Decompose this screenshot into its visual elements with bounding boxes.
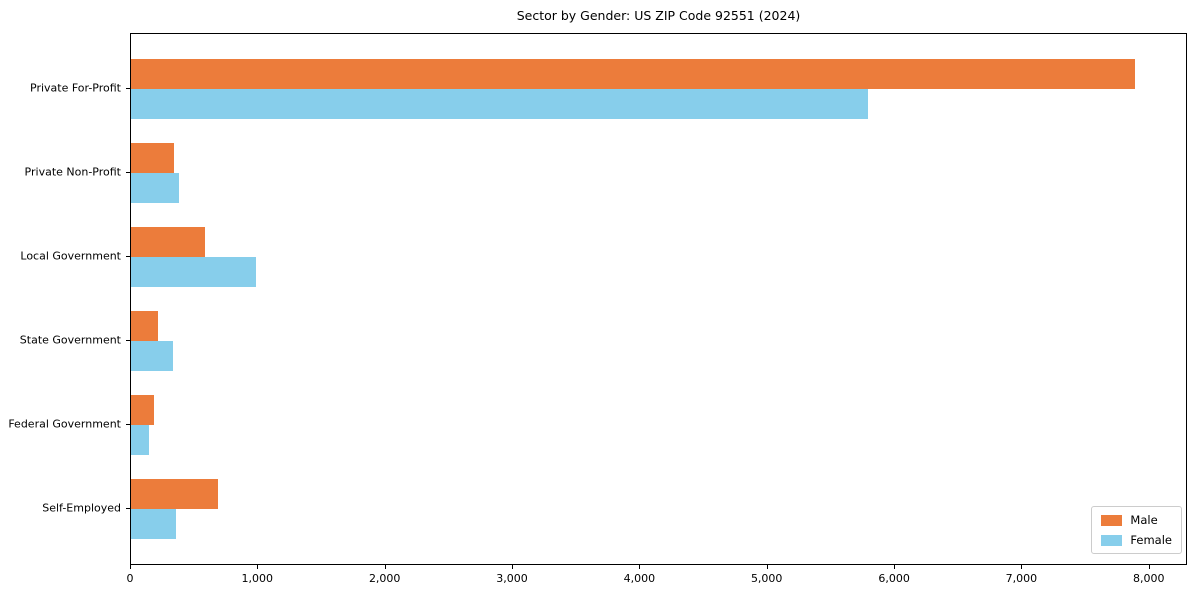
- xtick-label-0: 0: [126, 572, 134, 585]
- plot-area: Male Female: [130, 33, 1187, 565]
- bar-female-0: [131, 89, 869, 119]
- bar-male-4: [131, 395, 154, 425]
- bar-male-5: [131, 479, 219, 509]
- xtick-label-2: 2,000: [368, 572, 401, 585]
- xtick-label-6: 6,000: [878, 572, 910, 585]
- ytick-mark-0: [126, 88, 130, 89]
- female-series-swatch: [1101, 534, 1123, 546]
- ytick-label-3: State Government: [19, 333, 121, 347]
- bar-female-3: [131, 341, 173, 371]
- ytick-mark-2: [126, 256, 130, 257]
- male-series-swatch: [1101, 514, 1123, 526]
- legend-item-male: Male: [1101, 513, 1172, 527]
- xtick-label-1: 1,000: [241, 572, 274, 585]
- bar-female-4: [131, 425, 150, 455]
- legend-label-male: Male: [1130, 513, 1158, 527]
- ytick-label-2: Local Government: [20, 249, 121, 263]
- xtick-mark-2: [384, 565, 386, 569]
- xtick-label-5: 5,000: [750, 572, 783, 585]
- xtick-label-4: 4,000: [623, 572, 656, 585]
- ytick-label-0: Private For-Profit: [30, 81, 121, 95]
- bar-male-1: [131, 143, 175, 173]
- ytick-mark-3: [126, 340, 130, 341]
- xtick-mark-6: [894, 565, 896, 569]
- ytick-label-5: Self-Employed: [42, 501, 121, 515]
- xtick-mark-8: [1148, 565, 1150, 569]
- xtick-label-7: 7,000: [1005, 572, 1038, 585]
- ytick-mark-1: [126, 172, 130, 173]
- ytick-label-4: Federal Government: [8, 417, 121, 431]
- bar-male-3: [131, 311, 159, 341]
- xtick-mark-4: [639, 565, 641, 569]
- bar-female-5: [131, 509, 177, 539]
- legend-item-female: Female: [1101, 533, 1172, 547]
- legend-label-female: Female: [1130, 533, 1172, 547]
- xtick-mark-1: [257, 565, 259, 569]
- ytick-mark-5: [126, 508, 130, 509]
- xtick-mark-0: [130, 565, 131, 569]
- chart-title: Sector by Gender: US ZIP Code 92551 (202…: [516, 8, 801, 23]
- ytick-mark-4: [126, 424, 130, 425]
- bar-female-1: [131, 173, 180, 203]
- bar-female-2: [131, 257, 256, 287]
- legend: Male Female: [1091, 506, 1182, 554]
- bar-male-0: [131, 59, 1136, 89]
- bar-male-2: [131, 227, 206, 257]
- xtick-mark-3: [512, 565, 513, 569]
- xtick-mark-7: [1021, 565, 1023, 569]
- xtick-label-3: 3,000: [496, 572, 528, 585]
- xtick-mark-5: [766, 565, 768, 569]
- ytick-label-1: Private Non-Profit: [24, 165, 121, 179]
- xtick-label-8: 8,000: [1133, 572, 1165, 585]
